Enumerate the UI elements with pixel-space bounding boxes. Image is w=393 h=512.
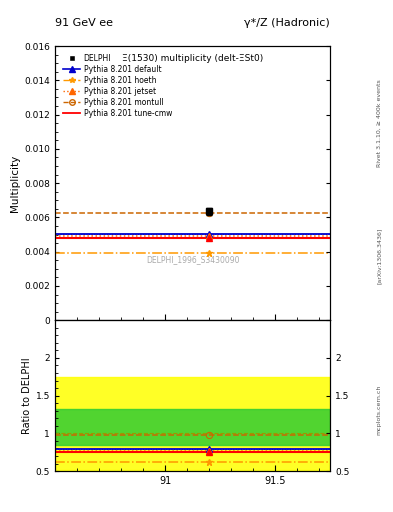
Text: Ξ(1530) multiplicity (delt-ΞSt0): Ξ(1530) multiplicity (delt-ΞSt0)	[122, 54, 263, 63]
Text: [arXiv:1306.3436]: [arXiv:1306.3436]	[377, 228, 382, 284]
Y-axis label: Ratio to DELPHI: Ratio to DELPHI	[22, 357, 31, 434]
Y-axis label: Multiplicity: Multiplicity	[10, 155, 20, 212]
Bar	[55, 377, 330, 470]
Text: γ*/Z (Hadronic): γ*/Z (Hadronic)	[244, 18, 330, 28]
Text: Rivet 3.1.10, ≥ 400k events: Rivet 3.1.10, ≥ 400k events	[377, 79, 382, 167]
Text: mcplots.cern.ch: mcplots.cern.ch	[377, 385, 382, 435]
Bar	[55, 409, 330, 445]
Text: 91 GeV ee: 91 GeV ee	[55, 18, 113, 28]
Legend: DELPHI, Pythia 8.201 default, Pythia 8.201 hoeth, Pythia 8.201 jetset, Pythia 8.: DELPHI, Pythia 8.201 default, Pythia 8.2…	[62, 53, 174, 119]
Text: DELPHI_1996_S3430090: DELPHI_1996_S3430090	[146, 255, 239, 264]
